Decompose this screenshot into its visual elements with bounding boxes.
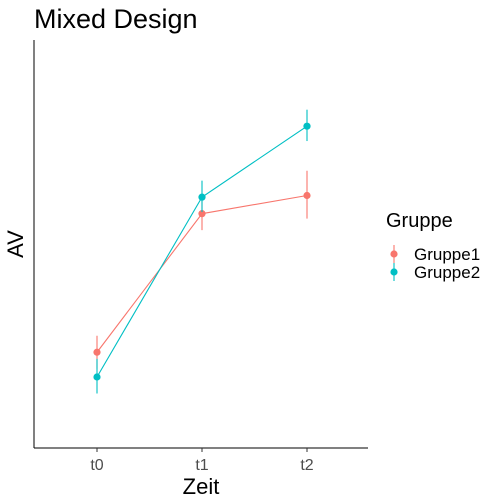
data-point-Gruppe2-t0 — [93, 373, 101, 381]
data-point-Gruppe1-t2 — [303, 191, 311, 200]
data-point-Gruppe2-t2 — [303, 122, 311, 130]
legend-label-Gruppe2: Gruppe2 — [414, 263, 480, 282]
legend-item-Gruppe1: Gruppe1 — [390, 245, 480, 264]
legend-key-point-Gruppe2 — [390, 268, 398, 276]
x-tick-label-t2: t2 — [300, 457, 313, 474]
x-ticks: t0 t1 t2 — [90, 448, 314, 474]
x-axis-title: Zeit — [183, 474, 220, 499]
legend-label-Gruppe1: Gruppe1 — [414, 245, 480, 264]
x-tick-label-t0: t0 — [90, 457, 103, 474]
chart-title: Mixed Design — [34, 4, 198, 34]
data-point-Gruppe1-t1 — [198, 210, 206, 218]
legend-title: Gruppe — [386, 210, 453, 232]
x-tick-label-t1: t1 — [195, 457, 208, 474]
series-Gruppe1 — [93, 170, 311, 369]
data-point-Gruppe1-t0 — [93, 348, 101, 356]
data-point-Gruppe2-t1 — [198, 193, 206, 201]
series-layer — [93, 109, 311, 394]
y-axis-title: AV — [3, 230, 28, 258]
series-line-Gruppe2 — [96, 125, 308, 378]
series-Gruppe2 — [93, 109, 311, 394]
axes — [33, 40, 368, 449]
legend-key-point-Gruppe1 — [390, 250, 398, 258]
legend-item-Gruppe2: Gruppe2 — [390, 263, 480, 282]
